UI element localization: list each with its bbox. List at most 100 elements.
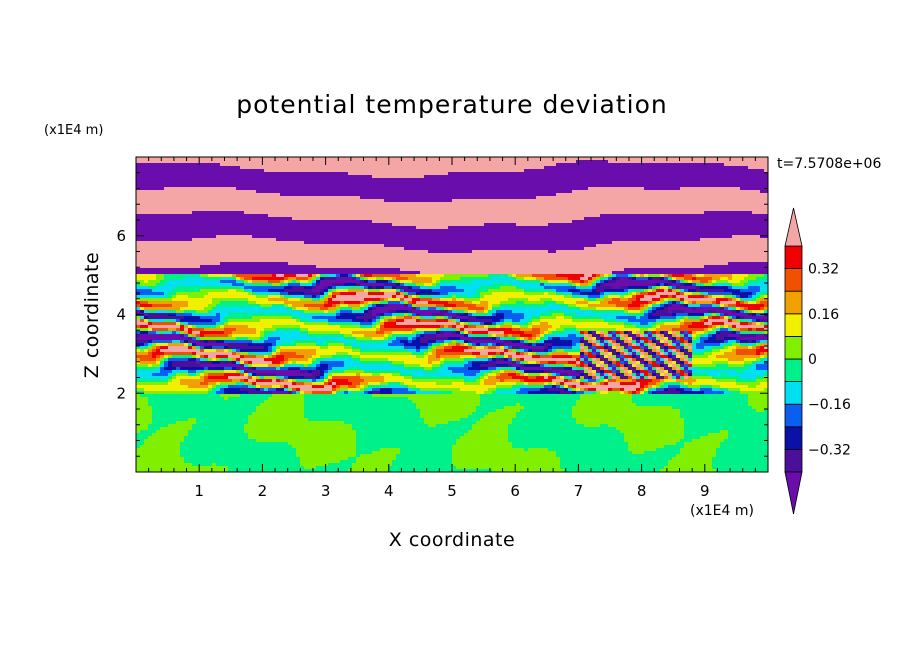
field-cell	[460, 211, 464, 214]
field-cell	[292, 211, 296, 214]
field-cell	[756, 205, 760, 208]
field-cell	[360, 247, 364, 250]
field-cell	[352, 181, 356, 184]
field-cell	[620, 160, 624, 163]
field-cell	[368, 196, 372, 199]
field-cell	[212, 223, 216, 226]
field-cell	[204, 250, 208, 253]
field-cell	[348, 205, 352, 208]
field-cell	[572, 160, 576, 163]
field-cell	[164, 172, 168, 175]
field-cell	[760, 205, 764, 208]
field-cell	[704, 244, 708, 247]
field-cell	[432, 187, 436, 190]
field-cell	[536, 193, 540, 196]
field-cell	[588, 169, 592, 172]
field-cell	[296, 166, 300, 169]
field-cell	[520, 235, 524, 238]
field-cell	[520, 184, 524, 187]
field-cell	[476, 235, 480, 238]
field-cell	[508, 160, 512, 163]
field-cell	[656, 229, 660, 232]
field-cell	[556, 244, 560, 247]
field-cell	[312, 202, 316, 205]
field-cell	[684, 214, 688, 217]
field-cell	[412, 187, 416, 190]
field-cell	[144, 214, 148, 217]
field-cell	[344, 229, 348, 232]
field-cell	[228, 241, 232, 244]
field-cell	[348, 181, 352, 184]
field-cell	[468, 226, 472, 229]
field-cell	[312, 196, 316, 199]
field-cell	[168, 178, 172, 181]
field-cell	[544, 157, 548, 160]
field-cell	[288, 181, 292, 184]
field-cell	[148, 187, 152, 190]
field-cell	[640, 208, 644, 211]
field-cell	[576, 217, 580, 220]
field-cell	[612, 205, 616, 208]
field-cell	[684, 244, 688, 247]
field-cell	[148, 163, 152, 166]
field-cell	[656, 217, 660, 220]
field-cell	[364, 160, 368, 163]
field-cell	[388, 196, 392, 199]
field-cell	[352, 211, 356, 214]
field-cell	[716, 190, 720, 193]
field-cell	[348, 199, 352, 202]
field-cell	[532, 163, 536, 166]
field-cell	[360, 193, 364, 196]
field-cell	[176, 220, 180, 223]
field-cell	[348, 250, 352, 253]
field-cell	[296, 175, 300, 178]
field-cell	[244, 166, 248, 169]
field-cell	[732, 163, 736, 166]
field-cell	[344, 214, 348, 217]
field-cell	[472, 223, 476, 226]
field-cell	[412, 223, 416, 226]
field-cell	[676, 178, 680, 181]
field-cell	[704, 247, 708, 250]
field-cell	[696, 247, 700, 250]
field-cell	[524, 193, 528, 196]
field-cell	[500, 190, 504, 193]
field-cell	[736, 193, 740, 196]
field-cell	[468, 184, 472, 187]
field-cell	[544, 238, 548, 241]
field-cell	[268, 211, 272, 214]
field-cell	[612, 175, 616, 178]
field-cell	[760, 181, 764, 184]
field-cell	[664, 238, 668, 241]
field-cell	[144, 166, 148, 169]
field-cell	[160, 166, 164, 169]
field-cell	[580, 226, 584, 229]
field-cell	[144, 232, 148, 235]
field-cell	[700, 181, 704, 184]
field-cell	[660, 193, 664, 196]
field-cell	[272, 235, 276, 238]
field-cell	[520, 169, 524, 172]
field-cell	[596, 247, 600, 250]
field-cell	[224, 235, 228, 238]
field-cell	[392, 166, 396, 169]
field-cell	[340, 205, 344, 208]
field-cell	[188, 223, 192, 226]
field-cell	[568, 157, 572, 160]
field-cell	[380, 196, 384, 199]
field-cell	[256, 160, 260, 163]
field-cell	[744, 241, 748, 244]
field-cell	[696, 235, 700, 238]
field-cell	[704, 196, 708, 199]
field-cell	[584, 166, 588, 169]
field-cell	[220, 223, 224, 226]
field-cell	[624, 223, 628, 226]
field-cell	[280, 178, 284, 181]
field-cell	[192, 166, 196, 169]
field-cell	[336, 196, 340, 199]
field-cell	[208, 226, 212, 229]
field-cell	[212, 169, 216, 172]
field-cell	[516, 166, 520, 169]
field-cell	[192, 232, 196, 235]
field-cell	[728, 193, 732, 196]
